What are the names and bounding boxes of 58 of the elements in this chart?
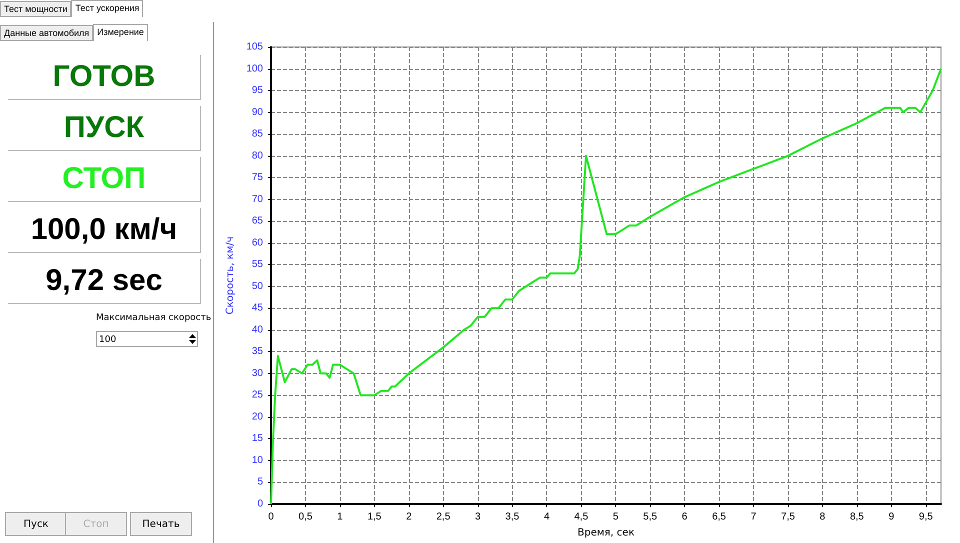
text: Пуск: [5, 512, 67, 536]
y-tick-label: 10: [252, 454, 264, 466]
text: Измерение: [93, 24, 148, 41]
y-tick-label: 95: [252, 85, 264, 96]
y-tick-label: 60: [252, 237, 264, 248]
x-tick-label: 3,5: [505, 512, 520, 522]
text: ГОТОВ: [8, 55, 201, 100]
text: Тест мощности: [0, 1, 72, 17]
y-tick-label: 0: [257, 498, 264, 510]
y-tick-label: 55: [252, 259, 264, 270]
x-tick-label: 1,5: [367, 512, 382, 522]
text: Тест ускорения: [71, 0, 144, 17]
text: 100: [96, 331, 198, 347]
y-tick-label: 80: [252, 150, 264, 162]
y-tick-label: 5: [257, 476, 264, 488]
x-tick-label: 2,5: [436, 512, 451, 522]
x-tick-label: 2: [406, 512, 412, 522]
text: ПУСК: [8, 106, 201, 151]
y-tick-label: 50: [252, 280, 264, 292]
y-axis-title: Скорость, км/ч: [224, 236, 236, 315]
x-axis-title: Время, сек: [578, 528, 634, 538]
text: Максимальная скорость: [96, 313, 212, 323]
y-tick-label: 15: [252, 433, 264, 444]
x-tick-label: 8: [820, 512, 826, 522]
x-tick-label: 0: [268, 512, 274, 522]
x-tick-label: 8,5: [850, 512, 864, 522]
text: 100,0 км/ч: [8, 208, 201, 253]
x-tick-label: 7: [750, 512, 757, 522]
x-tick-label: 3: [475, 512, 482, 522]
y-tick-label: 45: [252, 302, 264, 314]
x-tick-label: 4,5: [574, 512, 589, 522]
text: Данные автомобиля: [0, 25, 94, 41]
x-tick-label: 5: [612, 512, 619, 522]
x-tick-label: 9: [888, 512, 895, 522]
y-tick-label: 100: [246, 63, 264, 74]
x-tick-label: 1: [337, 512, 344, 522]
x-tick-label: 7,5: [781, 512, 796, 522]
y-tick-label: 90: [252, 106, 264, 118]
y-tick-label: 20: [252, 411, 264, 422]
text: СТОП: [8, 157, 201, 202]
y-tick-label: 35: [252, 346, 264, 358]
x-tick-label: 0,5: [298, 512, 313, 522]
text: 9,72 sec: [8, 259, 201, 304]
x-tick-label: 6,5: [712, 512, 726, 522]
text: Стоп: [65, 512, 127, 536]
y-tick-label: 105: [246, 42, 264, 52]
y-tick-label: 75: [252, 172, 264, 184]
y-tick-label: 65: [252, 216, 264, 227]
x-tick-label: 9,5: [918, 512, 934, 522]
x-tick-label: 5,5: [643, 512, 658, 522]
y-tick-label: 85: [252, 128, 264, 140]
y-tick-label: 30: [252, 368, 264, 379]
y-tick-label: 25: [252, 390, 264, 401]
text: Печать: [130, 512, 192, 536]
x-tick-label: 4: [544, 512, 550, 522]
y-tick-label: 70: [252, 194, 264, 205]
y-tick-label: 40: [252, 324, 264, 336]
x-tick-label: 6: [682, 512, 688, 522]
